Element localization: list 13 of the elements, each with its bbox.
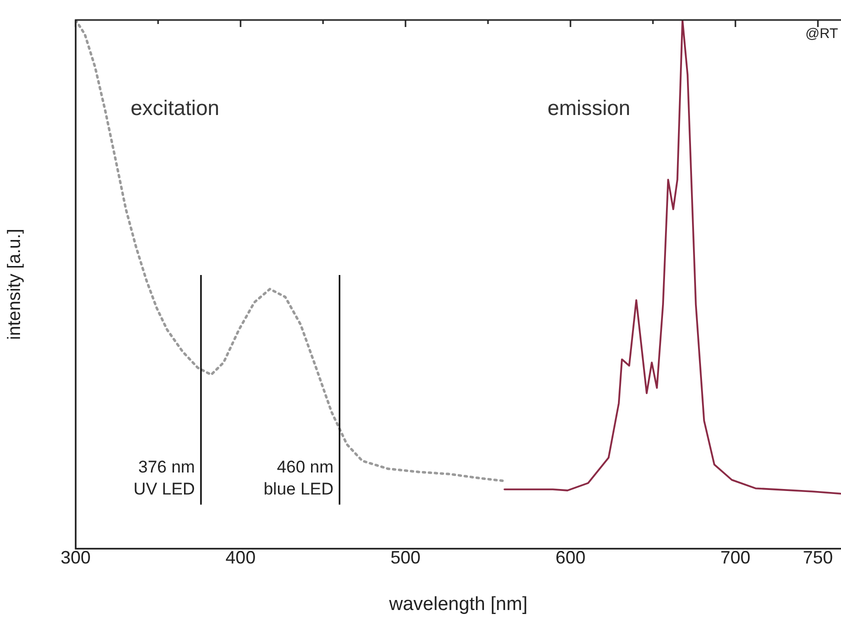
- ref-line-label: 460 nm blue LED: [264, 458, 334, 499]
- series-label: excitation: [130, 97, 220, 120]
- x-tick-label: 700: [720, 547, 750, 568]
- text: emission: [547, 97, 630, 120]
- ref-line-label: 376 nm UV LED: [134, 458, 195, 499]
- x-tick-label: 300: [60, 547, 91, 568]
- x-tick-label: 600: [555, 547, 586, 568]
- x-axis-title: wavelength [nm]: [388, 594, 528, 615]
- annotation: @RT: [805, 25, 838, 41]
- x-tick-label: 750: [802, 547, 833, 568]
- x-tick-label: 500: [390, 547, 421, 568]
- x-tick-label: 400: [226, 547, 256, 568]
- y-axis-title: intensity [a.u.]: [4, 228, 24, 340]
